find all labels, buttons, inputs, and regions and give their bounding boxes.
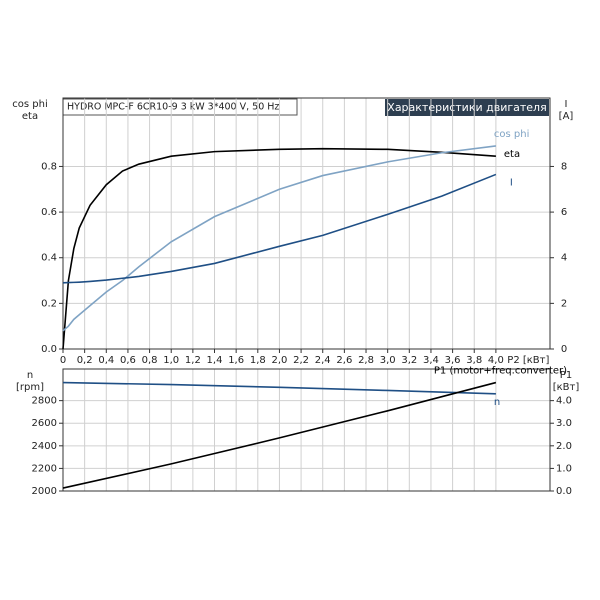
x-tick-label: 3,8 xyxy=(466,355,482,366)
badge: Характеристики двигателя xyxy=(387,101,546,114)
x-tick-label: 3,4 xyxy=(423,355,439,366)
x-tick-label: 1,2 xyxy=(185,355,201,366)
x-axis-label: P2 [кВт] xyxy=(507,355,549,366)
y-axis-label: n xyxy=(27,370,33,381)
x-tick-label: 3,0 xyxy=(380,355,396,366)
y2-axis-label: I xyxy=(565,99,568,110)
y-tick-label: 0.8 xyxy=(41,161,57,172)
y2-tick-label: 4 xyxy=(561,253,567,264)
x-tick-label: 1,4 xyxy=(207,355,223,366)
x-tick-label: 4,0 xyxy=(488,355,504,366)
series-line xyxy=(62,145,496,332)
x-tick-label: 2,0 xyxy=(271,355,287,366)
y-tick-label: 2000 xyxy=(32,486,57,497)
x-tick-label: 3,2 xyxy=(401,355,417,366)
y2-tick-label: 8 xyxy=(561,161,567,172)
series-label: I xyxy=(510,177,513,188)
x-tick-label: 2,4 xyxy=(315,355,331,366)
x-tick-label: 2,8 xyxy=(358,355,374,366)
x-tick-label: 0,4 xyxy=(98,355,114,366)
y2-tick-label: 3.0 xyxy=(556,418,572,429)
series-label: cos phi xyxy=(494,129,529,140)
y-tick-label: 0.2 xyxy=(41,298,57,309)
y2-tick-label: 4.0 xyxy=(556,396,572,407)
y2-axis-label: [A] xyxy=(559,111,574,122)
y-tick-label: 2600 xyxy=(32,418,57,429)
y2-tick-label: 0.0 xyxy=(556,486,572,497)
x-tick-label: 1,6 xyxy=(228,355,244,366)
y-tick-label: 2800 xyxy=(32,396,57,407)
series-line xyxy=(62,147,496,350)
y2-axis-label: P1 xyxy=(560,370,572,381)
series-line xyxy=(62,173,497,284)
series-label: eta xyxy=(504,149,520,160)
x-tick-label: 2,2 xyxy=(293,355,309,366)
x-tick-label: 0,8 xyxy=(142,355,158,366)
x-tick-label: 0,6 xyxy=(120,355,136,366)
y-axis-label: eta xyxy=(22,111,38,122)
plot-frame xyxy=(62,368,551,492)
y2-tick-label: 6 xyxy=(561,207,567,218)
x-tick-label: 0,2 xyxy=(77,355,93,366)
y2-tick-label: 2.0 xyxy=(556,441,572,452)
x-tick-label: 1,8 xyxy=(250,355,266,366)
y-tick-label: 2200 xyxy=(32,463,57,474)
y2-axis-label: [кВт] xyxy=(553,382,580,393)
y-axis-label: cos phi xyxy=(12,99,47,110)
y-tick-label: 0.0 xyxy=(41,344,57,355)
series-label: n xyxy=(494,397,500,408)
plot-frame xyxy=(62,97,551,350)
header-title: HYDRO MPC-F 6CR10-9 3 kW 3*400 V, 50 Hz xyxy=(67,102,279,113)
badge-box xyxy=(385,99,549,116)
series-line xyxy=(62,381,496,395)
y2-tick-label: 0 xyxy=(561,344,567,355)
y2-tick-label: 2 xyxy=(561,298,567,309)
x-tick-label: 2,6 xyxy=(336,355,352,366)
x-tick-label: 3,6 xyxy=(445,355,461,366)
x-tick-label: 1,0 xyxy=(163,355,179,366)
series-line xyxy=(62,381,497,489)
y-tick-label: 0.4 xyxy=(41,253,57,264)
y-tick-label: 2400 xyxy=(32,441,57,452)
x-tick-label: 0 xyxy=(60,355,66,366)
y2-tick-label: 1.0 xyxy=(556,463,572,474)
y-tick-label: 0.6 xyxy=(41,207,57,218)
series-label: P1 (motor+freq.converter) xyxy=(434,366,567,377)
y-axis-label: [rpm] xyxy=(16,382,44,393)
